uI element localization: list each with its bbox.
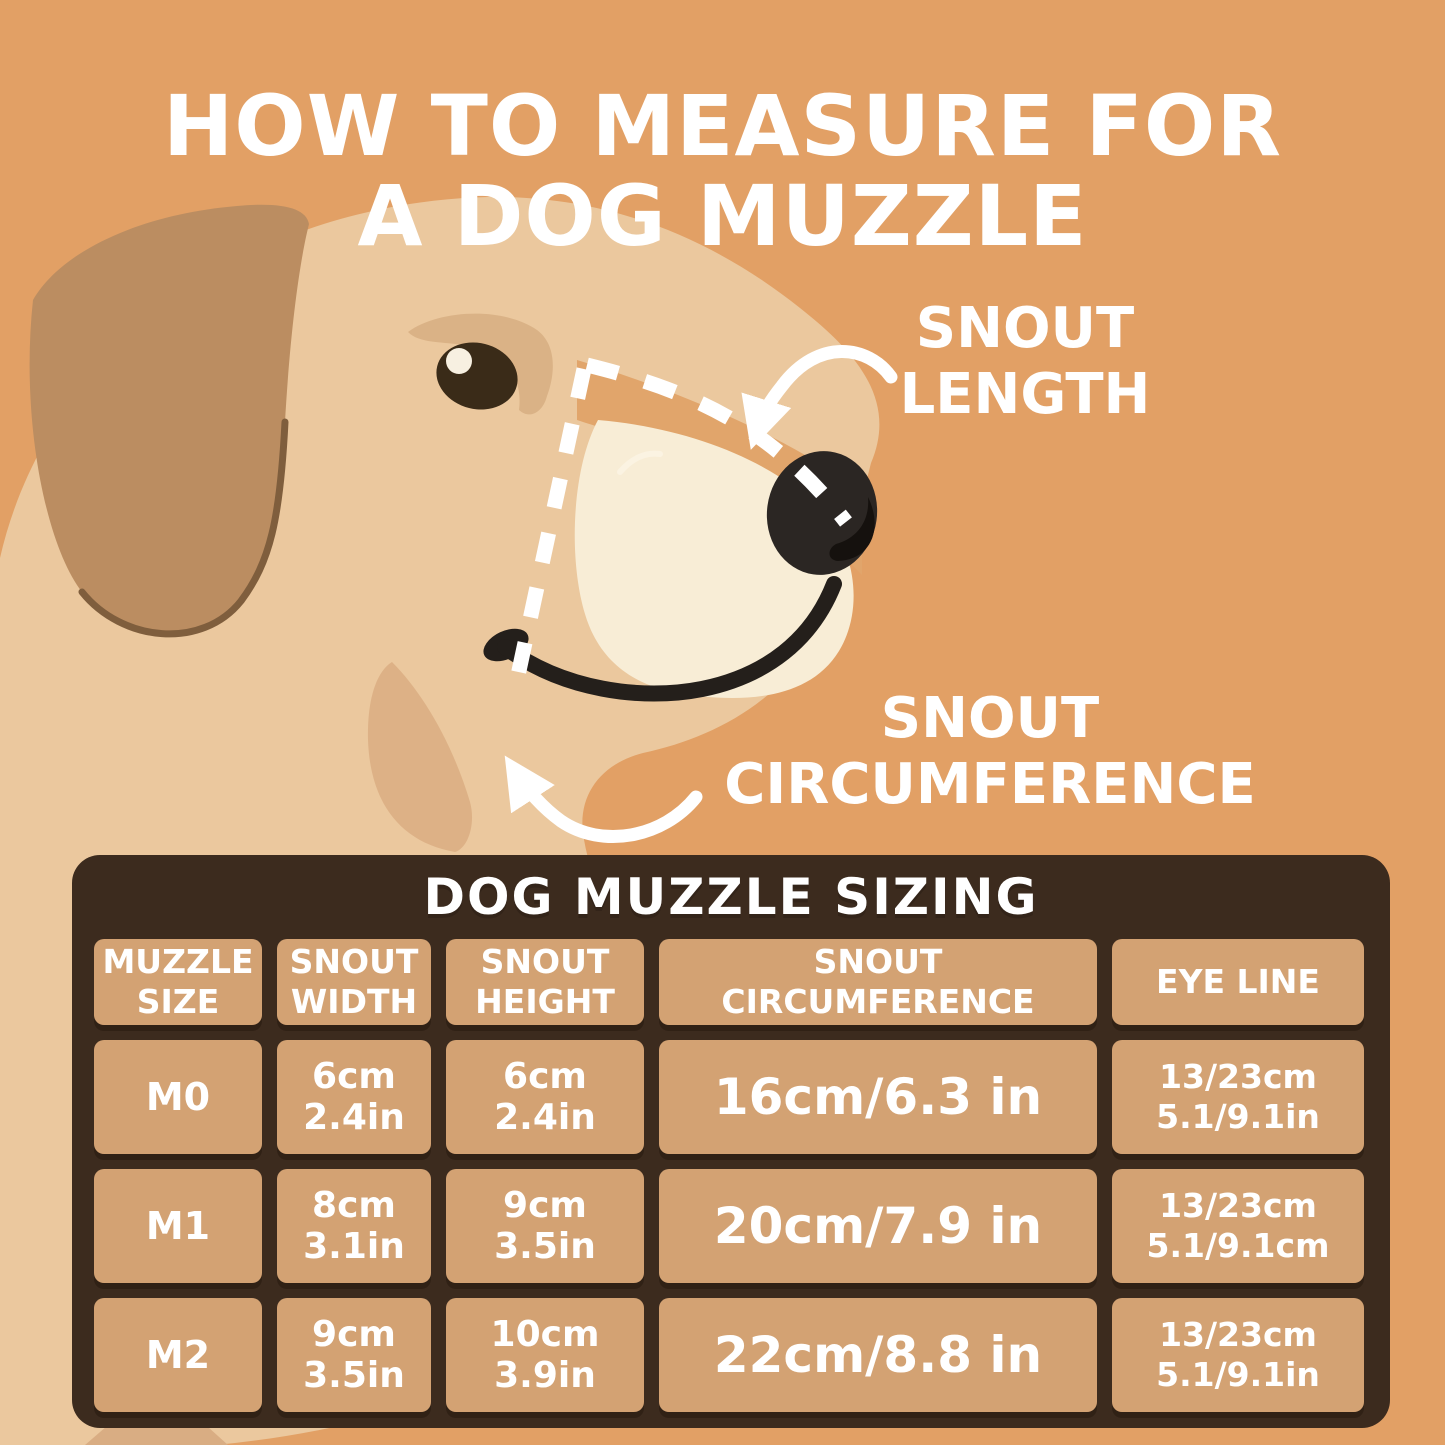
header-cell-snout-width: SNOUT WIDTH xyxy=(277,939,431,1025)
label-snout-circumference: SNOUT CIRCUMFERENCE xyxy=(680,686,1300,817)
value-in: 2.4in xyxy=(494,1097,596,1138)
header-text: SNOUT xyxy=(480,941,610,981)
header-text: SNOUT xyxy=(289,941,419,981)
header-cell-muzzle-size: MUZZLE SIZE xyxy=(94,939,262,1025)
page-title-line1: HOW TO MEASURE FOR xyxy=(162,77,1283,176)
snout-circumference-arrow-icon xyxy=(504,755,703,844)
value-cm: 8cm xyxy=(312,1184,396,1226)
cell-m1-size: M1 xyxy=(94,1169,262,1283)
dog-ear xyxy=(29,204,310,634)
cell-m1-snout-width: 8cm 3.1in xyxy=(277,1169,431,1283)
sizing-table-title: DOG MUZZLE SIZING xyxy=(423,868,1039,926)
header-text: HEIGHT xyxy=(475,982,615,1021)
value-cm: 13/23cm xyxy=(1159,1186,1317,1226)
muzzle-highlight xyxy=(617,450,663,475)
value-in: 5.1/9.1cm xyxy=(1146,1226,1330,1265)
page-title-line2: A DOG MUZZLE xyxy=(357,167,1088,266)
value-in: 2.4in xyxy=(303,1097,405,1138)
header-text: EYE LINE xyxy=(1156,961,1320,1001)
cell-m2-eye-line: 13/23cm 5.1/9.1in xyxy=(1112,1298,1364,1412)
label-snout-circumference-line1: SNOUT xyxy=(880,686,1100,751)
header-text: CIRCUMFERENCE xyxy=(721,982,1035,1021)
header-text: WIDTH xyxy=(290,982,418,1021)
cell-m0-size: M0 xyxy=(94,1040,262,1154)
cell-m1-snout-circumference: 20cm/7.9 in xyxy=(659,1169,1097,1283)
cell-m0-snout-circumference: 16cm/6.3 in xyxy=(659,1040,1097,1154)
snout-length-dashed-line xyxy=(585,357,852,527)
value-cm: 13/23cm xyxy=(1159,1057,1317,1097)
value-cm: 10cm xyxy=(490,1313,600,1355)
value-in: 3.5in xyxy=(303,1355,405,1396)
header-cell-eye-line: EYE LINE xyxy=(1112,939,1364,1025)
label-snout-length: SNOUT LENGTH xyxy=(800,296,1250,427)
label-snout-length-line2: LENGTH xyxy=(899,361,1151,427)
value-in: 5.1/9.1in xyxy=(1156,1097,1320,1136)
header-text: SNOUT xyxy=(813,941,943,981)
header-cell-snout-height: SNOUT HEIGHT xyxy=(446,939,644,1025)
dog-eye-highlight xyxy=(446,348,472,374)
cell-m0-eye-line: 13/23cm 5.1/9.1in xyxy=(1112,1040,1364,1154)
cell-m0-snout-width: 6cm 2.4in xyxy=(277,1040,431,1154)
cell-m2-snout-circumference: 22cm/8.8 in xyxy=(659,1298,1097,1412)
cell-m2-snout-width: 9cm 3.5in xyxy=(277,1298,431,1412)
value-cm: 9cm xyxy=(312,1313,396,1355)
dog-brow-patch xyxy=(408,313,553,415)
label-snout-length-line1: SNOUT xyxy=(915,296,1135,361)
header-cell-snout-circumference: SNOUT CIRCUMFERENCE xyxy=(659,939,1097,1025)
value-cm: 9cm xyxy=(503,1184,587,1226)
cell-m0-snout-height: 6cm 2.4in xyxy=(446,1040,644,1154)
label-snout-circumference-line2: CIRCUMFERENCE xyxy=(724,751,1256,817)
header-text: MUZZLE xyxy=(102,941,254,981)
value-in: 3.9in xyxy=(494,1355,596,1396)
value-cm: 13/23cm xyxy=(1159,1315,1317,1355)
sizing-table-grid: MUZZLE SIZE SNOUT WIDTH SNOUT HEIGHT SNO… xyxy=(94,939,1368,1412)
sizing-table: DOG MUZZLE SIZING MUZZLE SIZE SNOUT WIDT… xyxy=(72,855,1390,1428)
dog-chest-shading xyxy=(367,662,473,852)
cell-m1-eye-line: 13/23cm 5.1/9.1cm xyxy=(1112,1169,1364,1283)
dog-ear-outline xyxy=(78,418,289,638)
dog-mouth xyxy=(497,576,842,702)
cell-m2-snout-height: 10cm 3.9in xyxy=(446,1298,644,1412)
header-text: SIZE xyxy=(136,982,220,1021)
snout-length-arrow-icon xyxy=(741,345,898,450)
value-in: 3.5in xyxy=(494,1226,596,1267)
page-title: HOW TO MEASURE FOR A DOG MUZZLE xyxy=(0,77,1445,266)
cell-m1-snout-height: 9cm 3.5in xyxy=(446,1169,644,1283)
value-in: 3.1in xyxy=(303,1226,405,1267)
value-in: 5.1/9.1in xyxy=(1156,1355,1320,1394)
value-cm: 6cm xyxy=(312,1055,396,1097)
dog-nostril xyxy=(829,497,875,561)
value-cm: 6cm xyxy=(503,1055,587,1097)
cell-m2-size: M2 xyxy=(94,1298,262,1412)
